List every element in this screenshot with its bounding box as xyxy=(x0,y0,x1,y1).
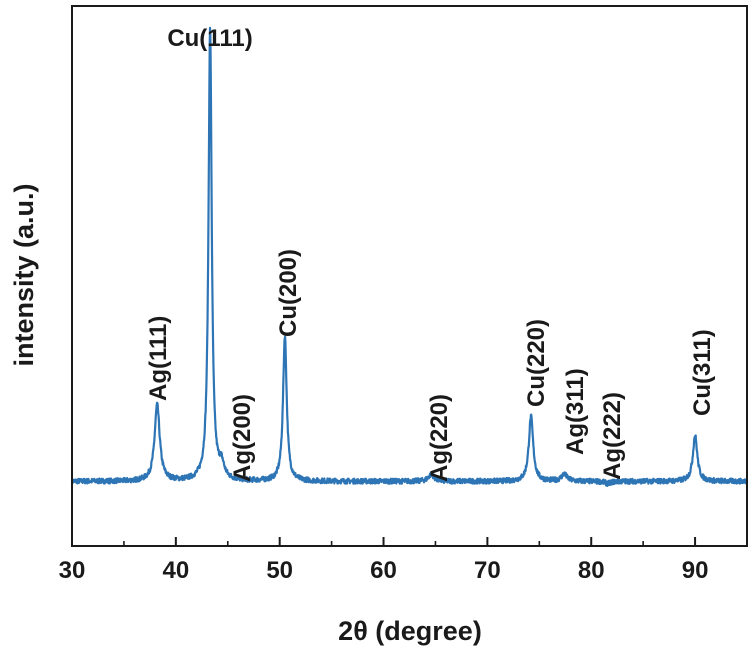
x-tick-label: 60 xyxy=(370,557,397,584)
peak-label: Ag(222) xyxy=(599,392,626,480)
peak-label: Ag(111) xyxy=(145,316,172,401)
peak-label: Cu(200) xyxy=(275,249,302,337)
peak-label: Ag(220) xyxy=(426,394,453,482)
x-tick-label: 30 xyxy=(59,557,86,584)
axis-layer: 30 40 50 60 70 80 90 xyxy=(59,5,748,584)
x-tick-label: 80 xyxy=(578,557,605,584)
peak-label: Ag(311) xyxy=(562,368,589,455)
peak-label: Cu(220) xyxy=(523,319,550,407)
x-tick-label: 40 xyxy=(162,557,189,584)
peak-label: Cu(111) xyxy=(167,25,252,52)
x-tick-label: 50 xyxy=(266,557,293,584)
label-layer: Ag(111) Cu(111) Ag(200) Cu(200) Ag(220) Cu(22… xyxy=(145,25,716,482)
y-axis-title: intensity (a.u.) xyxy=(9,183,39,366)
x-axis-title: 2θ (degree) xyxy=(338,616,482,646)
plot-layer xyxy=(70,26,748,488)
x-tick-label: 70 xyxy=(474,557,501,584)
peak-label: Ag(200) xyxy=(229,394,256,482)
plot-frame xyxy=(71,5,748,547)
peak-label: Cu(311) xyxy=(689,329,716,416)
spectrum-line xyxy=(70,26,748,488)
x-tick-label: 90 xyxy=(682,557,709,584)
